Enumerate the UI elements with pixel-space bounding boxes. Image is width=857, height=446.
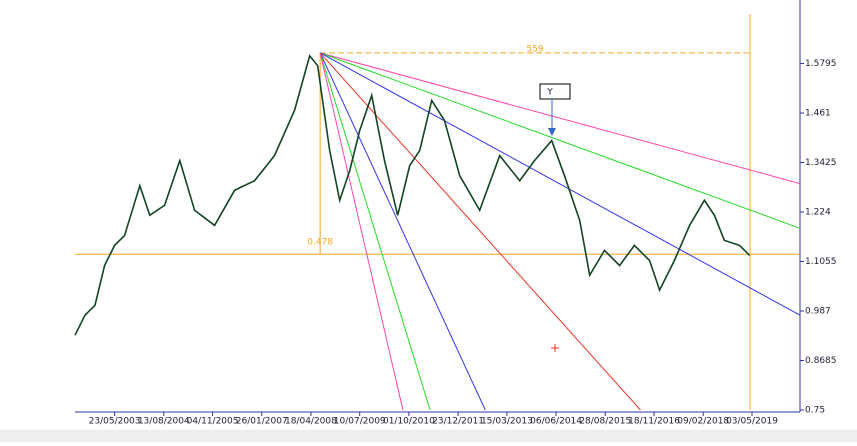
annotation: Y (546, 88, 553, 98)
annotation: 559 (526, 44, 543, 54)
y-tick-label: 0.8685 (805, 356, 837, 366)
x-tick-label: 13/08/2004 (138, 417, 190, 427)
x-tick-label: 15/03/2013 (481, 417, 533, 427)
fan-line (319, 52, 431, 411)
x-tick-label: 10/07/2009 (334, 417, 386, 427)
x-tick-label: 04/11/2005 (187, 417, 239, 427)
y-tick-label: 1.3425 (805, 158, 837, 168)
x-tick-label: 23/12/2011 (432, 417, 484, 427)
cross-marker (551, 344, 559, 352)
x-tick-label: 01/10/2010 (383, 417, 435, 427)
price-line (74, 54, 751, 336)
marker-box (539, 83, 571, 100)
fan-line (319, 52, 801, 316)
fan-line (320, 52, 801, 185)
fan-line (319, 52, 801, 229)
fan-line (319, 52, 486, 411)
y-tick-label: 1.1055 (805, 257, 837, 267)
y-tick-label: 1.224 (805, 208, 831, 218)
marker-arrowhead (548, 128, 556, 136)
x-tick-label: 03/05/2019 (726, 417, 778, 427)
x-tick-label: 28/08/2015 (579, 417, 631, 427)
y-tick-label: 0.75 (805, 406, 825, 416)
y-tick-label: 0.987 (805, 307, 831, 317)
annotation: 0.478 (307, 238, 333, 248)
fan-line (319, 52, 641, 411)
x-tick-label: 09/02/2018 (677, 417, 729, 427)
x-tick-label: 26/01/2007 (236, 417, 288, 427)
fan-line (319, 52, 404, 411)
x-tick-label: 18/11/2016 (628, 417, 680, 427)
x-tick-label: 23/05/2003 (89, 417, 141, 427)
x-tick-label: 18/04/2008 (285, 417, 337, 427)
y-tick-label: 1.461 (805, 109, 831, 119)
x-tick-label: 06/06/2014 (530, 417, 582, 427)
status-bar (0, 430, 857, 442)
y-tick-label: 1.5795 (805, 59, 837, 69)
